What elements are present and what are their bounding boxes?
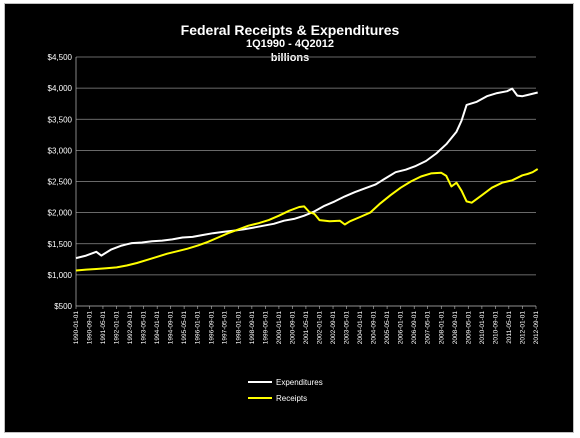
- legend-label-expenditures: Expenditures: [276, 378, 323, 387]
- x-tick-label: 2001-05-01: [303, 311, 310, 345]
- x-tick-label: 2011-05-01: [506, 311, 513, 344]
- legend-label-receipts: Receipts: [276, 394, 307, 403]
- y-tick-label: $2,500: [48, 178, 73, 187]
- x-tick-label: 1999-05-01: [262, 311, 269, 345]
- x-tick-label: 1992-01-01: [114, 311, 121, 345]
- x-tick-label: 2007-05-01: [425, 311, 432, 345]
- x-tick-label: 1994-01-01: [154, 311, 161, 345]
- x-tick-label: 1991-05-01: [100, 311, 107, 345]
- y-tick-label: $4,500: [48, 53, 73, 62]
- y-axis-ticks: $500 $1,000 $1,500 $2,000 $2,500 $3,000 $3,500…: [48, 53, 73, 311]
- grid-lines: [75, 56, 536, 307]
- series-lines: [75, 87, 539, 272]
- y-tick-label: $1,000: [48, 271, 73, 280]
- x-tick-label: 1995-05-01: [181, 311, 188, 345]
- x-tick-label: 1993-05-01: [141, 311, 148, 345]
- x-tick-label: 2008-09-01: [452, 311, 459, 345]
- x-tick-label: 2010-09-01: [492, 311, 499, 345]
- x-tick-label: 1990-09-01: [87, 311, 94, 345]
- x-tick-label: 1996-01-01: [195, 311, 202, 345]
- x-tick-label: 1996-09-01: [208, 311, 215, 345]
- x-tick-label: 2000-09-01: [289, 311, 296, 345]
- x-tick-label: 2000-01-01: [276, 311, 283, 345]
- x-tick-label: 1990-01-01: [73, 311, 80, 345]
- x-tick-label: 2006-01-01: [398, 311, 405, 345]
- chart-frame: [4, 3, 574, 433]
- x-tick-label: 2004-01-01: [357, 311, 364, 345]
- series-line-receipts: [75, 168, 539, 272]
- x-tick-label: 2002-09-01: [330, 311, 337, 345]
- x-tick-label: 2004-09-01: [371, 311, 378, 345]
- x-tick-label: 2010-01-01: [479, 311, 486, 345]
- series-line-expenditures: [75, 87, 538, 260]
- chart-subtitle-range: 1Q1990 - 4Q2012: [245, 38, 335, 50]
- legend: Expenditures Receipts: [248, 378, 323, 403]
- x-tick-label: 2012-01-01: [519, 311, 526, 345]
- x-tick-label: 2012-09-01: [533, 311, 540, 345]
- y-tick-label: $2,000: [48, 209, 73, 218]
- x-tick-label: 2009-05-01: [465, 311, 472, 345]
- chart-title: Federal Receipts & Expenditures: [180, 22, 400, 38]
- y-tick-label: $500: [54, 302, 72, 311]
- x-axis-ticks: 1990-01-01 1990-09-01 1991-05-01 1992-01-01…: [73, 306, 540, 344]
- x-tick-label: 2005-05-01: [384, 311, 391, 345]
- x-tick-label: 1994-09-01: [168, 311, 175, 345]
- y-tick-label: $3,000: [48, 146, 73, 155]
- x-tick-label: 1998-01-01: [235, 311, 242, 345]
- chart-subtitle-units: billions: [270, 52, 310, 64]
- x-tick-label: 1997-05-01: [222, 311, 229, 345]
- y-tick-label: $3,500: [48, 115, 73, 124]
- y-tick-label: $1,500: [48, 240, 73, 249]
- x-tick-label: 2003-05-01: [343, 311, 350, 345]
- y-tick-label: $4,000: [48, 84, 73, 93]
- x-tick-label: 2006-09-01: [411, 311, 418, 345]
- x-tick-label: 1992-09-01: [127, 311, 134, 345]
- x-tick-label: 2002-01-01: [317, 311, 324, 345]
- x-tick-label: 2008-01-01: [438, 311, 445, 345]
- x-tick-label: 1998-09-01: [249, 311, 256, 345]
